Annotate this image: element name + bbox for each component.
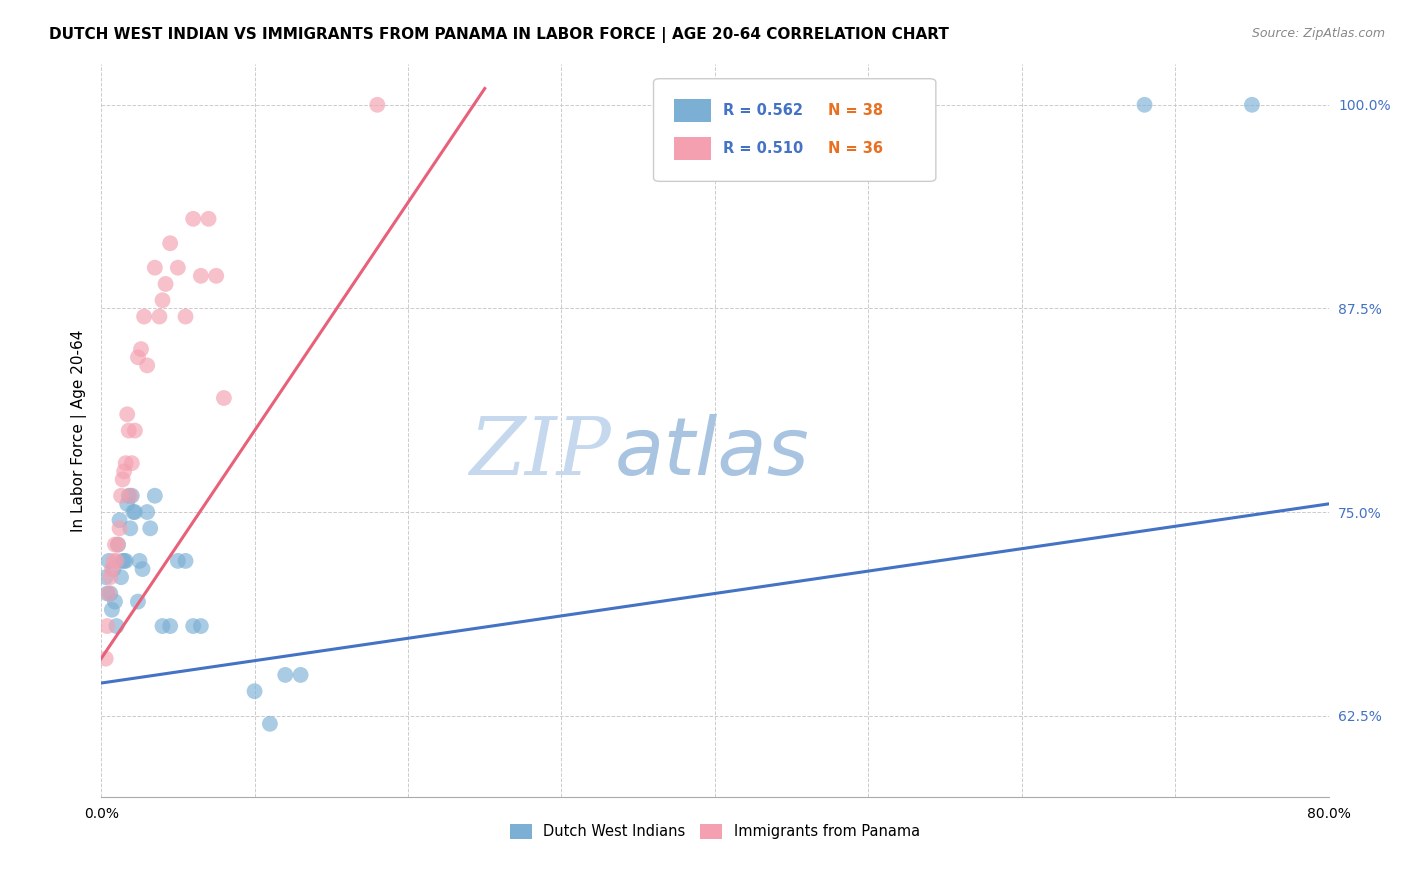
Point xyxy=(290,668,312,682)
Point xyxy=(136,359,159,373)
Point xyxy=(174,554,197,568)
Point xyxy=(131,562,153,576)
Legend: Dutch West Indians, Immigrants from Panama: Dutch West Indians, Immigrants from Pana… xyxy=(503,818,925,845)
Text: Source: ZipAtlas.com: Source: ZipAtlas.com xyxy=(1251,27,1385,40)
FancyBboxPatch shape xyxy=(675,98,711,122)
Point xyxy=(124,505,146,519)
Point xyxy=(1240,97,1263,112)
Text: R = 0.510: R = 0.510 xyxy=(724,141,804,156)
Point xyxy=(166,554,188,568)
Point xyxy=(108,513,131,527)
Point xyxy=(143,489,166,503)
Text: ZIP: ZIP xyxy=(468,414,610,491)
Point xyxy=(108,521,131,535)
Point xyxy=(128,554,150,568)
Point xyxy=(121,456,143,470)
Point xyxy=(103,562,125,576)
Point xyxy=(143,260,166,275)
Point xyxy=(111,472,134,486)
FancyBboxPatch shape xyxy=(654,78,936,181)
Point xyxy=(98,586,121,600)
Text: R = 0.562: R = 0.562 xyxy=(724,103,803,118)
Point xyxy=(114,554,136,568)
Point xyxy=(366,97,388,112)
Point xyxy=(159,236,181,251)
Point xyxy=(105,619,128,633)
Point xyxy=(96,586,118,600)
Point xyxy=(127,594,149,608)
Point xyxy=(212,391,235,405)
Point xyxy=(181,211,204,226)
Text: N = 38: N = 38 xyxy=(828,103,883,118)
Point xyxy=(96,619,118,633)
Point xyxy=(97,554,120,568)
Point xyxy=(122,505,145,519)
Point xyxy=(243,684,266,698)
Point xyxy=(110,570,132,584)
Point xyxy=(98,570,121,584)
Point xyxy=(118,424,141,438)
Point xyxy=(112,554,135,568)
Point xyxy=(115,407,138,421)
Point xyxy=(94,651,117,665)
Point xyxy=(274,668,297,682)
Point xyxy=(105,554,128,568)
Point xyxy=(110,489,132,503)
Point xyxy=(148,310,170,324)
Point xyxy=(152,293,174,308)
Point xyxy=(181,619,204,633)
Point xyxy=(197,211,219,226)
Point xyxy=(97,586,120,600)
Point xyxy=(259,716,281,731)
Text: atlas: atlas xyxy=(614,414,808,491)
Point xyxy=(94,570,117,584)
Point xyxy=(114,456,136,470)
Point xyxy=(118,489,141,503)
Point xyxy=(155,277,177,291)
Point xyxy=(166,260,188,275)
Point xyxy=(107,538,129,552)
Point xyxy=(120,521,142,535)
Point xyxy=(127,351,149,365)
Point xyxy=(115,497,138,511)
Point xyxy=(139,521,162,535)
Point xyxy=(104,594,127,608)
Point xyxy=(112,464,135,478)
Point xyxy=(129,342,152,356)
Point xyxy=(190,268,212,283)
Point xyxy=(205,268,228,283)
Point xyxy=(103,554,125,568)
Point xyxy=(124,424,146,438)
Point xyxy=(101,603,124,617)
Point xyxy=(174,310,197,324)
Text: N = 36: N = 36 xyxy=(828,141,883,156)
Point xyxy=(190,619,212,633)
Point xyxy=(120,489,142,503)
Y-axis label: In Labor Force | Age 20-64: In Labor Force | Age 20-64 xyxy=(72,329,87,532)
Point xyxy=(159,619,181,633)
Point xyxy=(107,538,129,552)
Point xyxy=(101,562,124,576)
FancyBboxPatch shape xyxy=(675,136,711,160)
Point xyxy=(121,489,143,503)
Point xyxy=(104,538,127,552)
Point xyxy=(111,554,134,568)
Point xyxy=(152,619,174,633)
Text: DUTCH WEST INDIAN VS IMMIGRANTS FROM PANAMA IN LABOR FORCE | AGE 20-64 CORRELATI: DUTCH WEST INDIAN VS IMMIGRANTS FROM PAN… xyxy=(49,27,949,43)
Point xyxy=(136,505,159,519)
Point xyxy=(132,310,155,324)
Point xyxy=(1133,97,1156,112)
